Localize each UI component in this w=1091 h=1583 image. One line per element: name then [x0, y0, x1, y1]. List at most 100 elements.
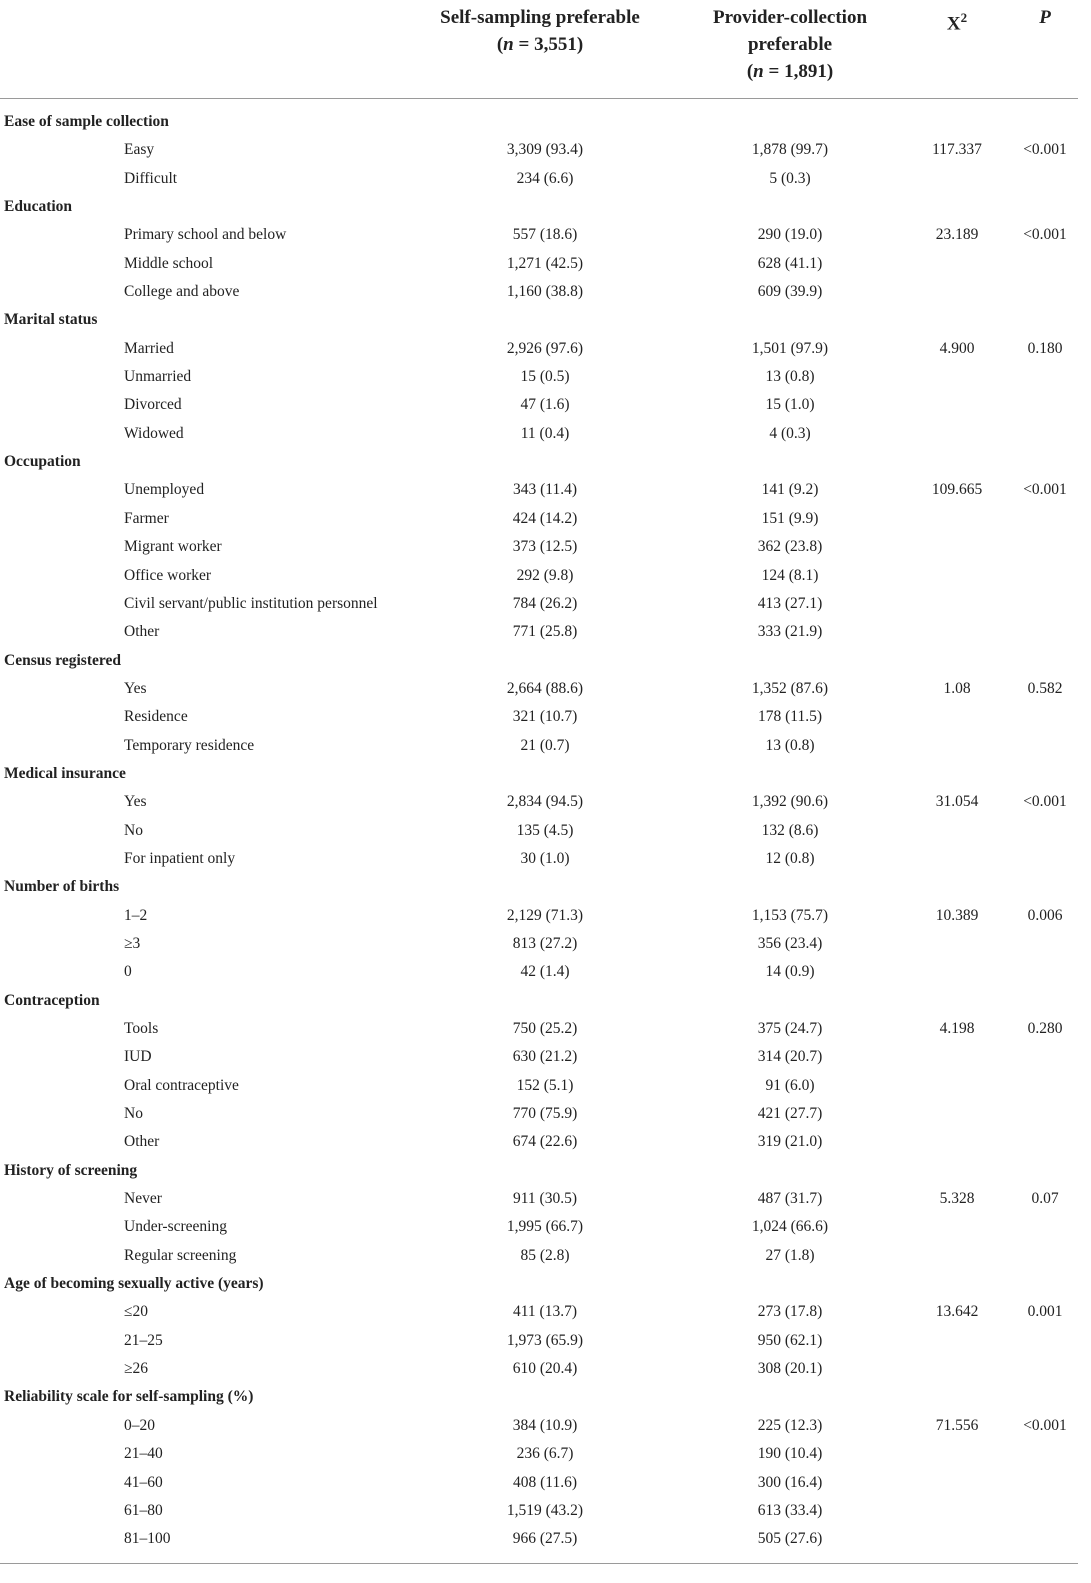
row-label: ≥26: [124, 1360, 149, 1378]
header-self-line2: (n = 3,551): [496, 34, 584, 55]
row-label: College and above: [124, 283, 240, 301]
cell-self-sampling: 630 (21.2): [512, 1048, 578, 1066]
cell-self-sampling: 674 (22.6): [512, 1133, 578, 1151]
section-title: History of screening: [4, 1161, 138, 1179]
row-label: Middle school: [124, 254, 214, 272]
cell-provider-collection: 13 (0.8): [765, 368, 815, 386]
cell-self-sampling: 1,160 (38.8): [506, 283, 584, 301]
cell-self-sampling: 236 (6.7): [516, 1445, 574, 1463]
table-row: Unemployed 343 (11.4) 141 (9.2) 109.665 <0.0…: [0, 476, 1091, 504]
cell-p-value: <0.001: [1023, 141, 1067, 159]
row-label: 61–80: [124, 1501, 163, 1519]
table-row: Divorced 47 (1.6) 15 (1.0): [0, 391, 1091, 419]
cell-provider-collection: 5 (0.3): [769, 169, 811, 187]
cell-self-sampling: 321 (10.7): [512, 708, 578, 726]
table-row: Yes 2,664 (88.6) 1,352 (87.6) 1.08 0.582: [0, 675, 1091, 703]
cell-provider-collection: 314 (20.7): [757, 1048, 823, 1066]
cell-provider-collection: 15 (1.0): [765, 396, 815, 414]
section-title: Reliability scale for self-sampling (%): [4, 1388, 254, 1406]
cell-provider-collection: 12 (0.8): [765, 849, 815, 867]
cell-chi-square: 71.556: [935, 1416, 979, 1434]
cell-self-sampling: 152 (5.1): [516, 1076, 574, 1094]
cell-provider-collection: 333 (21.9): [757, 623, 823, 641]
cell-provider-collection: 628 (41.1): [757, 254, 823, 272]
table-row: Temporary residence 21 (0.7) 13 (0.8): [0, 732, 1091, 760]
table-row: 81–100 966 (27.5) 505 (27.6): [0, 1525, 1091, 1553]
row-label: Never: [124, 1190, 162, 1208]
row-label: Unmarried: [124, 368, 192, 386]
cell-provider-collection: 1,878 (99.7): [751, 141, 829, 159]
section-title: Medical insurance: [4, 764, 126, 782]
row-label: Widowed: [124, 424, 184, 442]
cell-provider-collection: 273 (17.8): [757, 1303, 823, 1321]
table-row: Never 911 (30.5) 487 (31.7) 5.328 0.07: [0, 1185, 1091, 1213]
table-row: Residence 321 (10.7) 178 (11.5): [0, 703, 1091, 731]
cell-p-value: 0.180: [1027, 339, 1063, 357]
row-label: No: [124, 1105, 143, 1123]
cell-provider-collection: 300 (16.4): [757, 1473, 823, 1491]
row-label: 1–2: [124, 906, 148, 924]
cell-p-value: 0.006: [1027, 906, 1063, 924]
cell-provider-collection: 290 (19.0): [757, 226, 823, 244]
cell-p-value: 0.280: [1027, 1020, 1063, 1037]
row-label: 0: [124, 963, 132, 981]
table-row: Unmarried 15 (0.5) 13 (0.8): [0, 363, 1091, 391]
row-label: Unemployed: [124, 481, 205, 499]
cell-self-sampling: 750 (25.2): [512, 1020, 578, 1037]
cell-provider-collection: 413 (27.1): [757, 594, 823, 612]
cell-provider-collection: 124 (8.1): [761, 566, 819, 584]
cell-provider-collection: 319 (21.0): [757, 1133, 823, 1151]
cell-self-sampling: 11 (0.4): [520, 424, 570, 442]
cell-provider-collection: 27 (1.8): [765, 1246, 815, 1264]
table-row: Office worker 292 (9.8) 124 (8.1): [0, 562, 1091, 590]
header-chi-square: X2: [946, 10, 968, 35]
cell-self-sampling: 771 (25.8): [512, 623, 578, 641]
cell-self-sampling: 3,309 (93.4): [506, 141, 584, 159]
header-p-value: P: [1039, 7, 1051, 28]
section-title: Number of births: [4, 878, 120, 896]
cell-self-sampling: 2,129 (71.3): [506, 906, 584, 924]
header-self-sampling: Self-sampling preferable (n = 3,551): [420, 4, 660, 58]
table-row: For inpatient only 30 (1.0) 12 (0.8): [0, 845, 1091, 873]
cell-chi-square: 31.054: [935, 793, 979, 811]
cell-provider-collection: 609 (39.9): [757, 283, 823, 301]
table-row: 0–20 384 (10.9) 225 (12.3) 71.556 <0.001: [0, 1412, 1091, 1440]
row-label: Other: [124, 623, 160, 641]
row-label: Difficult: [124, 169, 178, 187]
cell-provider-collection: 613 (33.4): [757, 1501, 823, 1519]
cell-provider-collection: 362 (23.8): [757, 538, 823, 556]
table-row: Regular screening 85 (2.8) 27 (1.8): [0, 1242, 1091, 1270]
table-row: IUD 630 (21.2) 314 (20.7): [0, 1043, 1091, 1071]
table-row: No 770 (75.9) 421 (27.7): [0, 1100, 1091, 1128]
row-label: Oral contraceptive: [124, 1076, 239, 1094]
row-label: 81–100: [124, 1530, 171, 1548]
cell-self-sampling: 408 (11.6): [513, 1473, 577, 1491]
table-row: Difficult 234 (6.6) 5 (0.3): [0, 165, 1091, 193]
row-label: Yes: [124, 793, 147, 811]
section-row: Medical insurance: [0, 760, 1091, 788]
table-row: No 135 (4.5) 132 (8.6): [0, 817, 1091, 845]
section-row: Contraception: [0, 987, 1091, 1015]
row-label: Office worker: [124, 566, 212, 584]
header-rule: [0, 98, 1078, 99]
table-row: 21–25 1,973 (65.9) 950 (62.1): [0, 1327, 1091, 1355]
cell-chi-square: 10.389: [935, 906, 979, 924]
table-row: ≥26 610 (20.4) 308 (20.1): [0, 1355, 1091, 1383]
cell-self-sampling: 135 (4.5): [516, 821, 574, 839]
cell-self-sampling: 2,664 (88.6): [506, 679, 584, 697]
section-title: Census registered: [4, 651, 121, 669]
cell-provider-collection: 91 (6.0): [765, 1076, 815, 1094]
table-row: Widowed 11 (0.4) 4 (0.3): [0, 420, 1091, 448]
section-row: Number of births: [0, 873, 1091, 901]
cell-provider-collection: 178 (11.5): [758, 708, 822, 726]
cell-provider-collection: 1,352 (87.6): [751, 679, 829, 697]
cell-provider-collection: 421 (27.7): [757, 1105, 823, 1123]
cell-self-sampling: 911 (30.5): [513, 1190, 577, 1208]
table-row: College and above 1,160 (38.8) 609 (39.9): [0, 278, 1091, 306]
header-self-line1: Self-sampling preferable: [440, 7, 640, 28]
table-row: 1–2 2,129 (71.3) 1,153 (75.7) 10.389 0.006: [0, 902, 1091, 930]
cell-provider-collection: 505 (27.6): [757, 1530, 823, 1548]
row-label: Primary school and below: [124, 226, 287, 244]
table-row: Other 771 (25.8) 333 (21.9): [0, 618, 1091, 646]
cell-self-sampling: 343 (11.4): [513, 481, 577, 499]
